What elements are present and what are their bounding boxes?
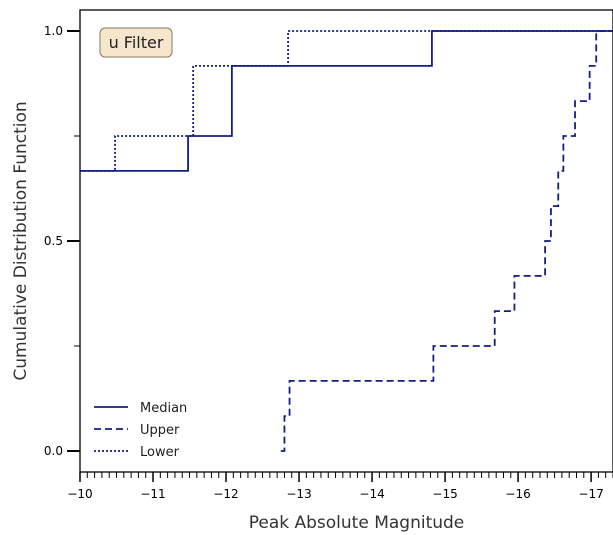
legend-lower-label: Lower <box>140 445 180 460</box>
y-tick-label: 0.0 <box>44 444 63 458</box>
y-tick-label: 1.0 <box>44 24 63 38</box>
axes-layer: −10 −11 −12 −13 −14 −15 −16 −17 0.0 0.5 1.0 Peak Ab… <box>11 9 613 533</box>
x-tick-label: −13 <box>286 487 311 501</box>
x-tick-label: −12 <box>213 487 238 501</box>
x-tick-label: −10 <box>67 487 92 501</box>
filter-annotation-text: u Filter <box>109 33 164 52</box>
filter-annotation-box <box>99 27 173 58</box>
y-axis-label: Cumulative Distribution Function <box>11 101 31 380</box>
x-tick-label: −16 <box>505 487 530 501</box>
x-tick-label: −17 <box>578 487 603 501</box>
x-tick-label: −11 <box>140 487 165 501</box>
series-layer <box>80 30 613 452</box>
y-tick-label: 0.5 <box>44 234 63 248</box>
x-tick-label: −14 <box>359 487 384 501</box>
legend: Median Upper Lower <box>94 401 187 460</box>
series-lower-line <box>80 30 613 172</box>
series-upper-line <box>280 30 613 452</box>
legend-upper-label: Upper <box>140 423 180 438</box>
series-median-line <box>80 30 613 172</box>
legend-median-label: Median <box>140 401 187 416</box>
x-axis-label: Peak Absolute Magnitude <box>249 513 465 533</box>
x-tick-label: −15 <box>432 487 457 501</box>
